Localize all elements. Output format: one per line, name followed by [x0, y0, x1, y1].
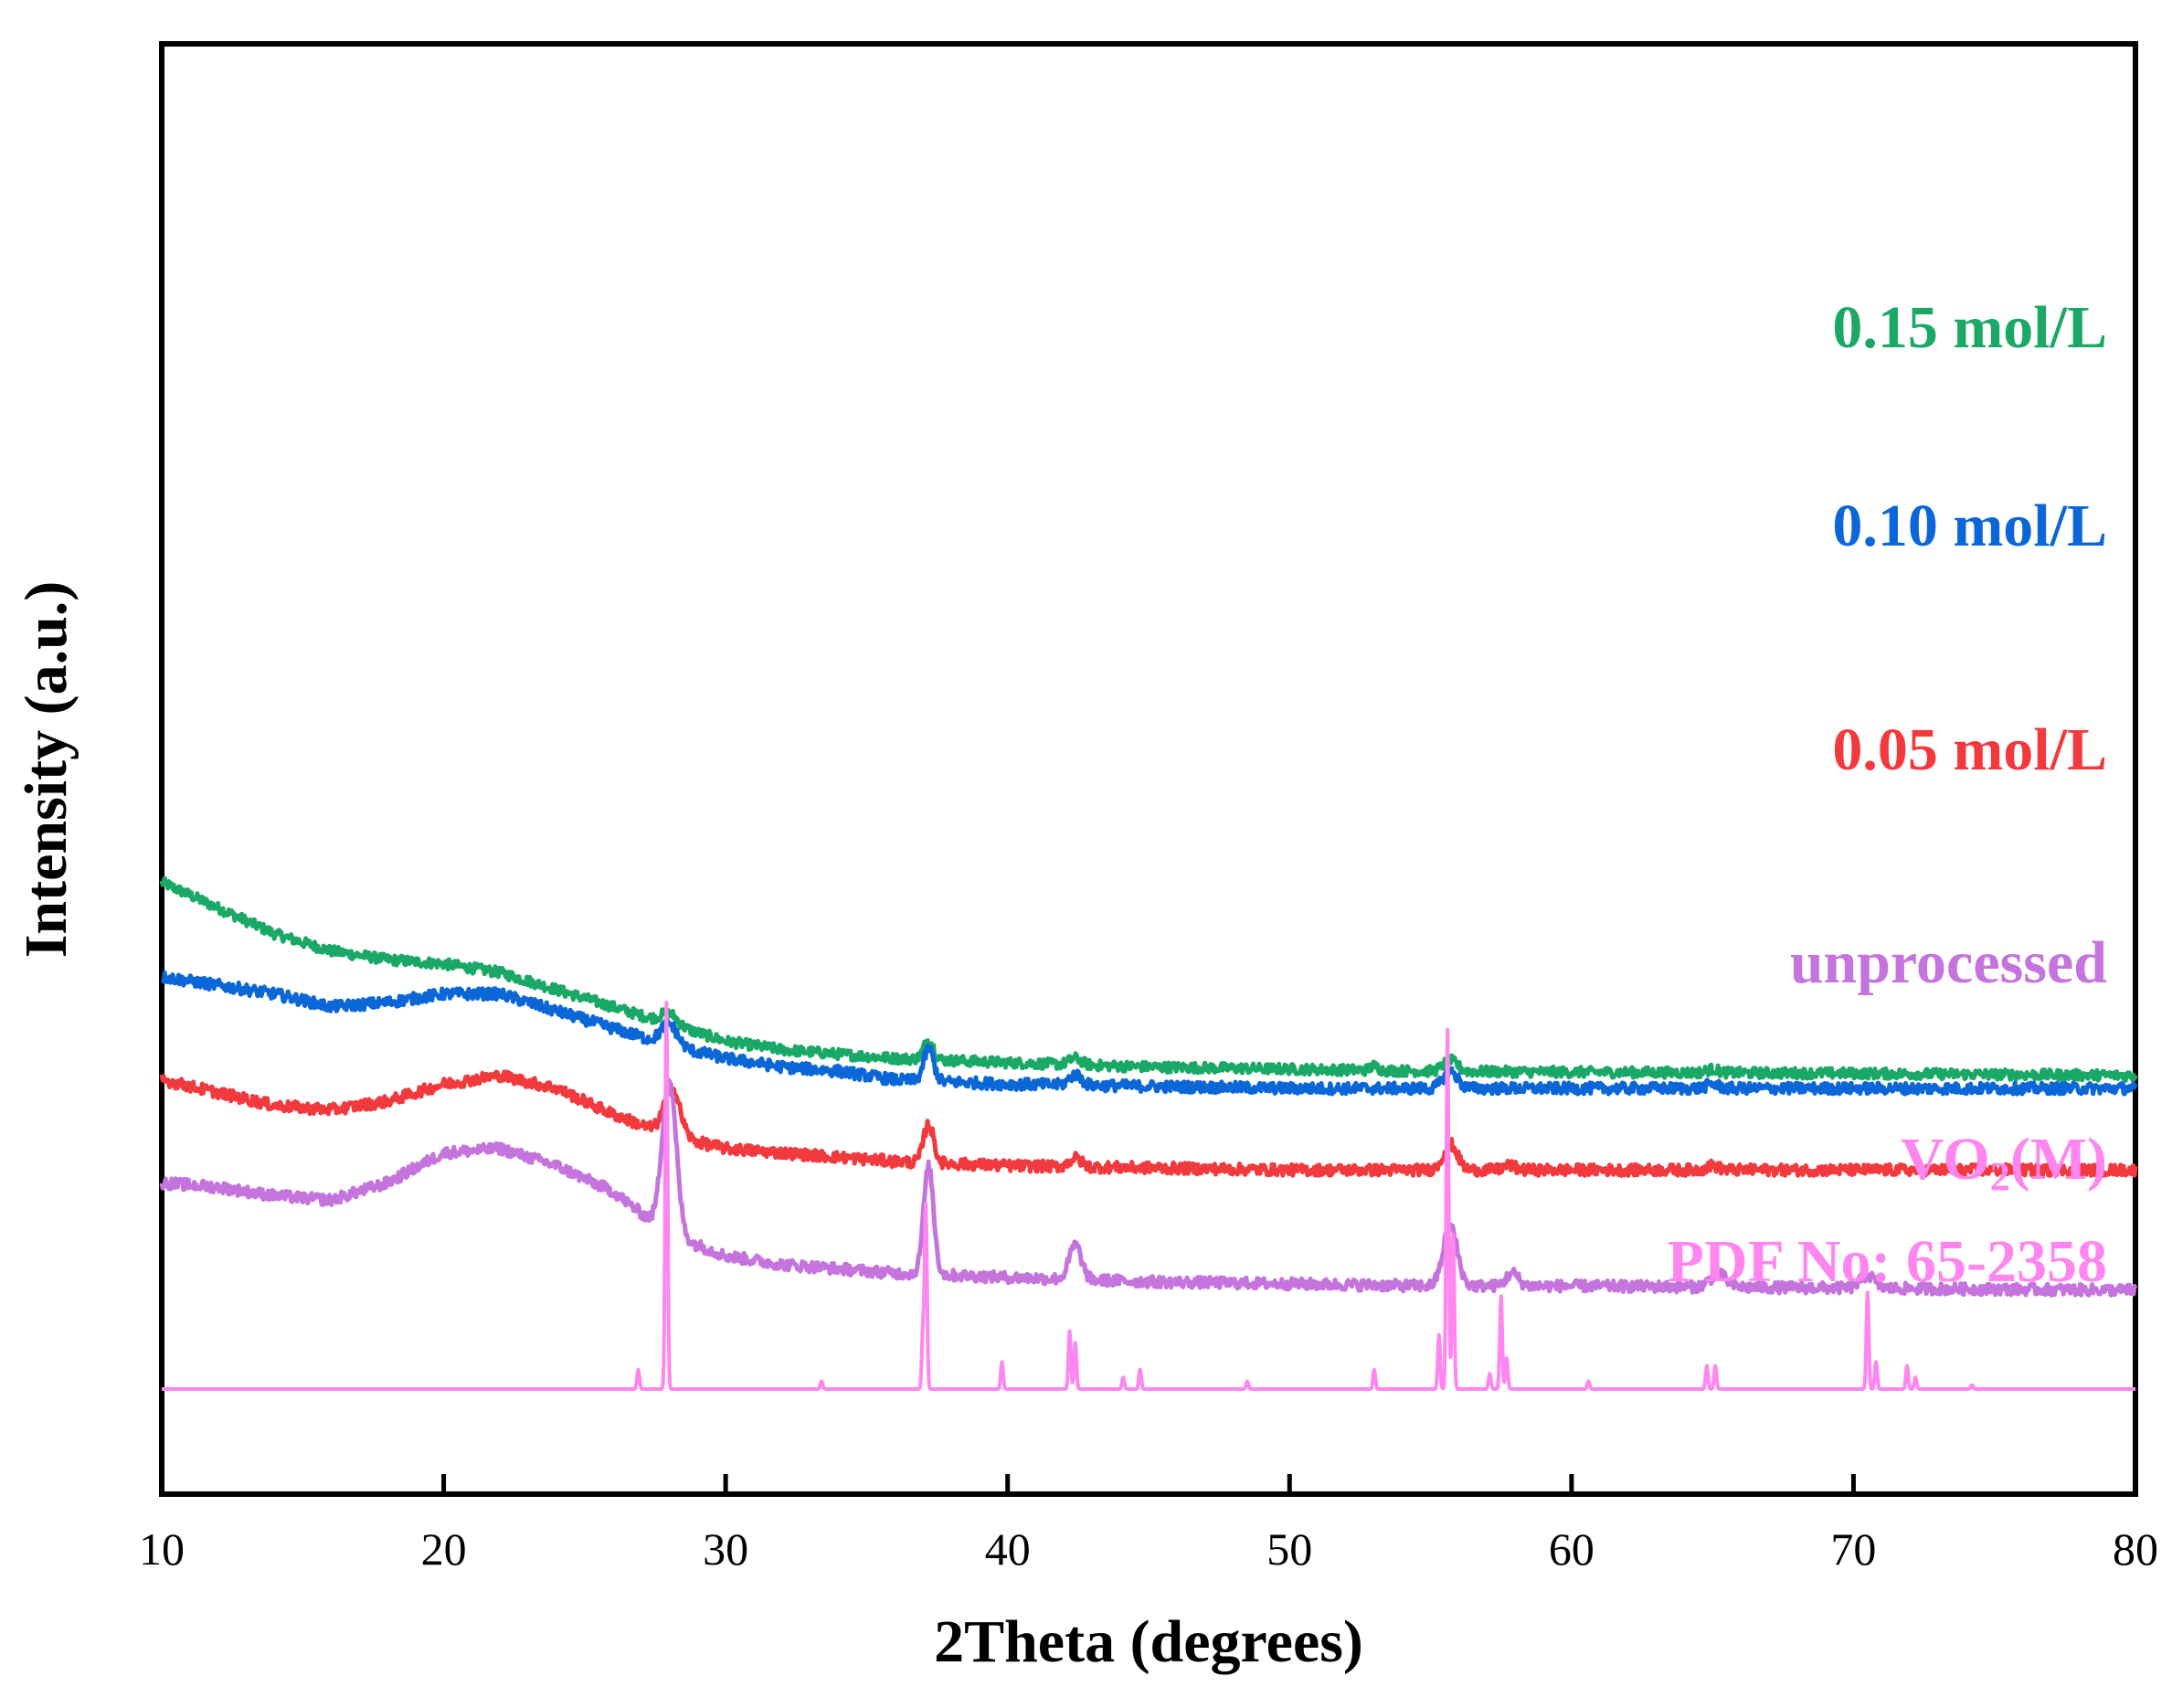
- x-axis-title: 2Theta (degrees): [934, 1608, 1363, 1675]
- series-line-1: [160, 970, 2138, 1097]
- x-tick-label: 70: [1830, 1523, 1876, 1575]
- x-tick-label: 40: [985, 1523, 1031, 1575]
- legend-label-unprocessed: unprocessed: [1790, 929, 2107, 996]
- x-tick-label: 10: [139, 1523, 185, 1575]
- x-tick-label: 20: [421, 1523, 467, 1575]
- x-axis-ticks: 10 20 30 40 50 60 70 80: [139, 1474, 2158, 1575]
- vo2-rest: (M): [2010, 1126, 2107, 1193]
- y-axis-title: Intensity (a.u.): [13, 581, 79, 959]
- legend-label-pdf: PDF No: 65-2358: [1668, 1228, 2107, 1295]
- x-tick-label: 60: [1549, 1523, 1595, 1575]
- legend-label-0.05-mol: 0.05 mol/L: [1832, 716, 2107, 783]
- x-tick-label: 80: [2113, 1523, 2158, 1575]
- vo2-main: VO: [1901, 1126, 1990, 1193]
- legend-label-0.15-mol: 0.15 mol/L: [1832, 294, 2107, 361]
- x-tick-label: 30: [703, 1523, 748, 1575]
- series-line-4: [160, 1001, 2137, 1391]
- plot-frame: [159, 41, 2138, 1497]
- series-line-2: [159, 1069, 2138, 1178]
- x-tick-label: 50: [1266, 1523, 1312, 1575]
- legend-label-vo2m: VO2(M): [1901, 1126, 2107, 1199]
- legend-label-0.10-mol: 0.10 mol/L: [1832, 493, 2107, 559]
- vo2-subscript: 2: [1990, 1154, 2010, 1199]
- series-line-3: [159, 1077, 2138, 1298]
- series-line-0: [159, 875, 2138, 1083]
- series-layer: [159, 875, 2138, 1391]
